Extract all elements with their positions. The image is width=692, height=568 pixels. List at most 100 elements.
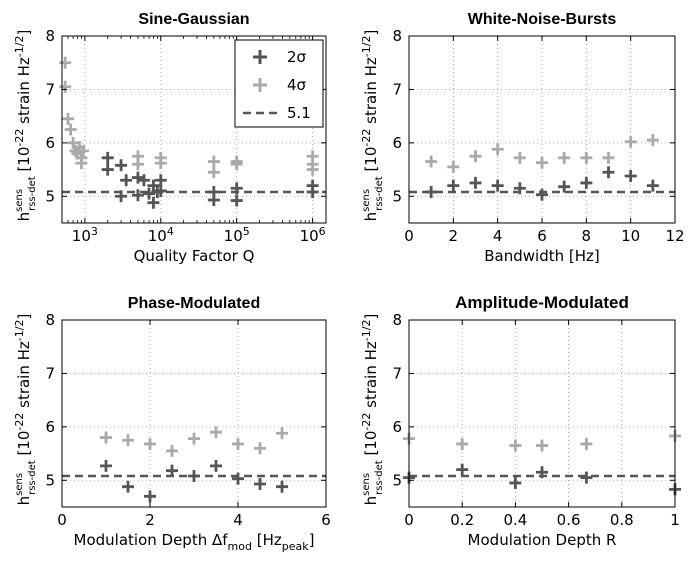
data-point [122, 480, 134, 493]
data-point [580, 437, 593, 450]
data-point [188, 432, 200, 445]
data-point [306, 163, 319, 176]
x-tick-label: 0.6 [557, 511, 581, 529]
data-point [122, 434, 134, 447]
y-axis-label: hsens rss-det [10-22 strain Hz-1/2] [13, 314, 38, 506]
data-point [513, 151, 526, 164]
legend-marker [253, 50, 267, 64]
data-point [456, 437, 469, 450]
data-point [447, 160, 460, 173]
data-point [154, 184, 167, 197]
y-tick-label: 5 [392, 471, 402, 489]
x-tick-label: 0 [404, 511, 414, 529]
series-2sigma [100, 459, 288, 503]
data-point [207, 155, 220, 168]
x-tick-label: 0 [404, 227, 414, 245]
x-tick-label: 12 [665, 227, 684, 245]
x-tick-label: 103 [72, 225, 98, 245]
data-point [580, 471, 593, 484]
x-tick-label: 1 [670, 511, 680, 529]
data-point [624, 169, 637, 182]
data-point [77, 144, 90, 157]
data-point [115, 159, 128, 172]
data-point [143, 187, 156, 200]
data-point [254, 442, 266, 455]
chart-title: White-Noise-Bursts [468, 11, 617, 28]
data-point [491, 143, 504, 156]
x-tick-label: 2 [145, 511, 155, 529]
data-point [210, 459, 222, 472]
y-tick-label: 8 [45, 311, 55, 329]
data-point [646, 134, 659, 147]
data-point [210, 426, 222, 439]
data-point [456, 463, 469, 476]
data-point [154, 174, 167, 187]
y-tick-label: 6 [392, 134, 402, 152]
series-4sigma [425, 134, 659, 173]
data-point [276, 427, 288, 440]
data-point [536, 188, 548, 201]
chart-panel-3: 0 2 4 6 5 6 7 8 Phase-Modulated Modulation Depth … [13, 295, 331, 553]
data-point [558, 180, 571, 193]
x-tick-label: 2 [449, 227, 459, 245]
data-point [254, 478, 266, 491]
legend-label: 4σ [287, 76, 307, 94]
x-axis-label: Modulation Depth Δfmod [Hzpeak] [74, 531, 315, 553]
legend-label: 5.1 [287, 104, 311, 122]
data-point [602, 166, 615, 179]
y-tick-label: 7 [392, 80, 402, 98]
data-point [144, 437, 156, 450]
y-tick-label: 6 [392, 418, 402, 436]
series-4sigma [59, 56, 319, 179]
data-point [147, 179, 160, 192]
data-point [75, 157, 88, 170]
data-point [166, 464, 178, 477]
data-point [232, 437, 244, 450]
data-point [447, 179, 460, 192]
series-2sigma [101, 151, 319, 209]
data-point [207, 194, 220, 207]
data-point [276, 480, 288, 493]
chart-title: Phase-Modulated [128, 295, 260, 312]
x-tick-label: 8 [582, 227, 592, 245]
data-point [131, 189, 144, 202]
x-tick-label: 105 [224, 225, 250, 245]
x-tick-label: 4 [233, 511, 243, 529]
data-point [101, 163, 114, 176]
y-tick-label: 6 [45, 418, 55, 436]
data-point [536, 156, 548, 169]
data-point [306, 179, 319, 192]
data-point [100, 459, 112, 472]
data-point [232, 472, 244, 485]
data-point [558, 151, 571, 164]
data-point [230, 194, 243, 207]
legend-marker [253, 78, 267, 92]
x-tick-label: 106 [300, 225, 326, 245]
y-tick-label: 7 [45, 364, 55, 382]
x-tick-label: 0 [57, 511, 67, 529]
data-point [100, 431, 112, 444]
data-point [144, 490, 156, 503]
chart-title: Sine-Gaussian [138, 11, 249, 28]
y-axis-label: hsens rss-det [10-22 strain Hz-1/2] [13, 30, 38, 222]
data-point [230, 182, 243, 195]
x-tick-label: 0.8 [610, 511, 634, 529]
chart-panel-1: 103 104 105 106 5 6 7 8 Sine-Gaussian Quality Fac… [13, 11, 327, 265]
y-tick-label: 8 [392, 311, 402, 329]
data-point [115, 190, 128, 203]
data-point [491, 179, 504, 192]
y-tick-label: 5 [45, 471, 55, 489]
y-axis-label: hsens rss-det [10-22 strain Hz-1/2] [360, 314, 385, 506]
x-tick-label: 6 [321, 511, 331, 529]
data-point [207, 166, 220, 179]
chart-panel-2: 0 2 4 6 8 10 12 5 6 7 8 White-Noise-Bursts Bandwidth… [360, 11, 685, 265]
data-point [580, 176, 593, 189]
data-point [580, 151, 593, 164]
data-point [602, 151, 615, 164]
y-tick-label: 7 [392, 364, 402, 382]
data-point [59, 80, 72, 93]
chart-panel-4: 0 0.2 0.4 0.6 0.8 1 5 6 7 8 Amplitude-Modulated Mod… [360, 293, 681, 549]
data-point [469, 176, 482, 189]
legend: 2σ 4σ 5.1 [234, 39, 324, 128]
